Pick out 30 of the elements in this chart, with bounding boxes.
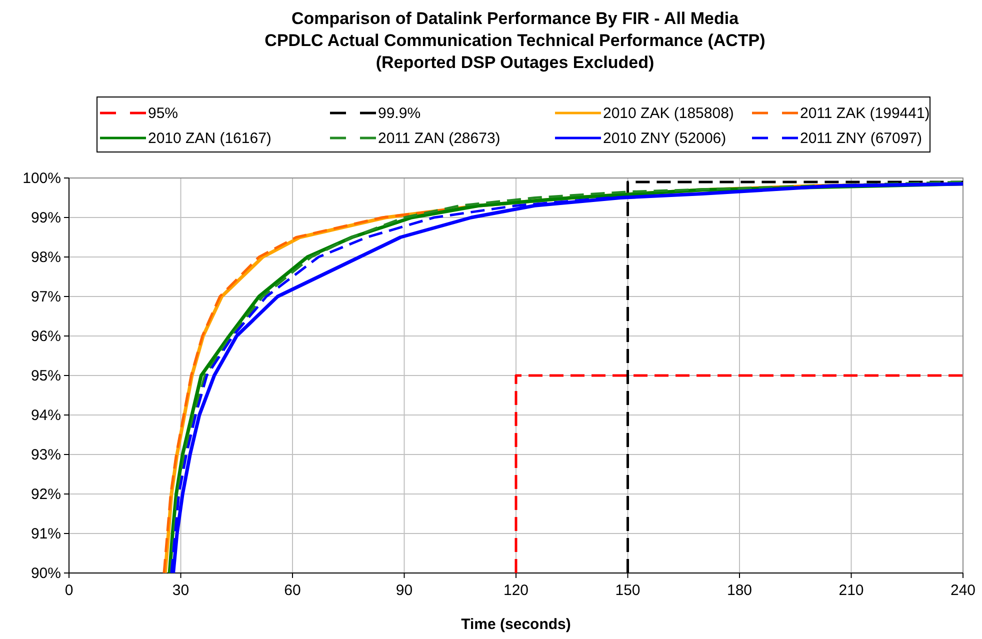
chart-title: Comparison of Datalink Performance By FIR - All Media CPDLC Actual Communication Technical Performance (ACTP) (Reported DSP Outages Excluded)	[264, 9, 766, 72]
legend-label: 2011 ZAK (199441)	[800, 105, 930, 122]
y-tick-label: 92%	[30, 486, 61, 503]
x-tick-label: 210	[838, 582, 864, 599]
y-tick-label: 93%	[30, 446, 61, 464]
legend-label: 2010 ZAN (16167)	[148, 130, 272, 147]
x-tick-label: 150	[615, 582, 640, 599]
x-tick-label: 90	[396, 582, 413, 599]
y-tick-label: 98%	[30, 249, 61, 266]
y-tick-label: 97%	[30, 288, 61, 306]
x-tick-label: 180	[726, 582, 752, 599]
legend-label: 99.9%	[378, 105, 421, 122]
legend-label: 95%	[148, 105, 178, 122]
legend-label: 2011 ZNY (67097)	[800, 130, 922, 147]
x-tick-label: 30	[172, 582, 190, 599]
x-tick-label: 60	[284, 582, 301, 599]
y-tick-label: 96%	[30, 328, 61, 345]
y-tick-label: 100%	[22, 170, 61, 187]
x-axis-title: Time (seconds)	[461, 616, 571, 633]
y-tick-label: 94%	[30, 407, 61, 424]
x-tick-label: 0	[64, 582, 74, 599]
legend-label: 2011 ZAN (28673)	[378, 130, 500, 147]
y-tick-label: 99%	[30, 210, 61, 226]
x-tick-label: 120	[503, 582, 529, 599]
y-tick-label: 90%	[30, 565, 61, 582]
y-tick-label: 95%	[30, 368, 61, 384]
legend-label: 2010 ZAK (185808)	[603, 105, 734, 122]
x-tick-label: 240	[950, 582, 976, 599]
legend-label: 2010 ZNY (52006)	[603, 130, 726, 147]
y-tick-label: 91%	[30, 526, 61, 542]
